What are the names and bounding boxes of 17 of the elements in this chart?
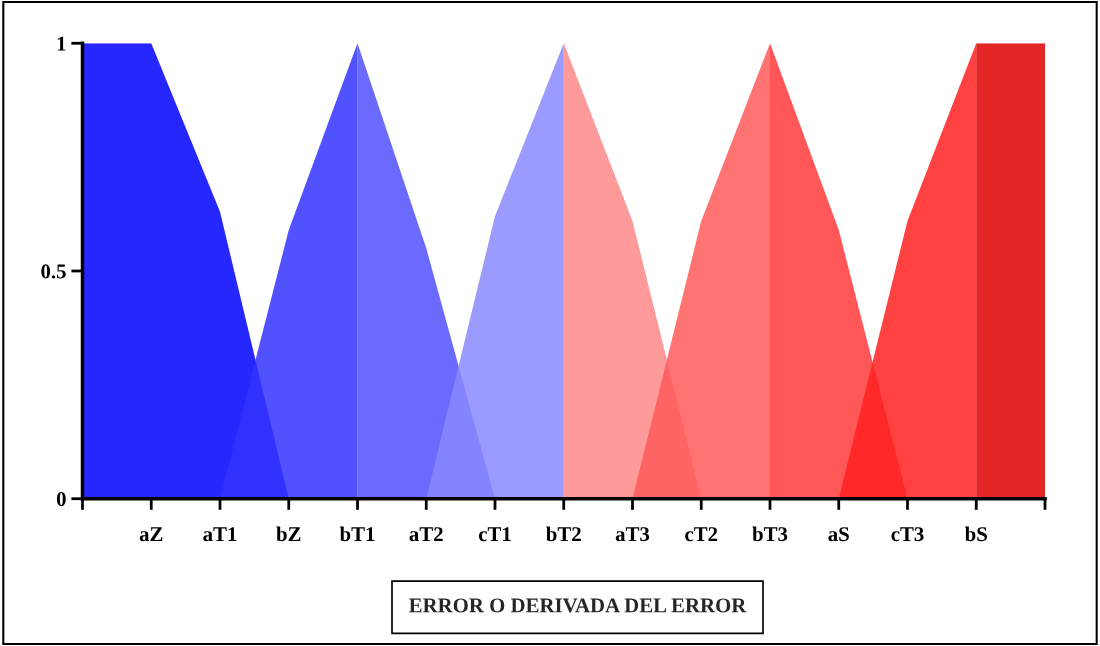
x-tick-label: aT2 bbox=[409, 527, 443, 542]
x-tick-label: bT1 bbox=[339, 526, 375, 542]
x-tick-label: bT2 bbox=[546, 526, 581, 542]
x-tick-label: aS bbox=[828, 527, 849, 542]
x-tick-label: cT2 bbox=[685, 527, 718, 542]
x-tick-label: aT1 bbox=[203, 527, 237, 542]
x-tick-label: aZ bbox=[139, 527, 163, 542]
x-axis-title: ERROR O DERIVADA DEL ERROR bbox=[409, 598, 747, 613]
x-tick-label: cT1 bbox=[478, 527, 511, 542]
y-tick-label: 0.5 bbox=[41, 264, 66, 279]
y-tick-label: 0 bbox=[56, 492, 66, 507]
x-tick-label: cT3 bbox=[891, 527, 924, 542]
x-tick-label: bT3 bbox=[752, 526, 788, 542]
x-tick-label: bZ bbox=[276, 526, 301, 542]
x-tick-label: bS bbox=[964, 526, 987, 542]
x-tick-label: aT3 bbox=[615, 527, 650, 542]
y-tick-label: 1 bbox=[57, 36, 66, 51]
